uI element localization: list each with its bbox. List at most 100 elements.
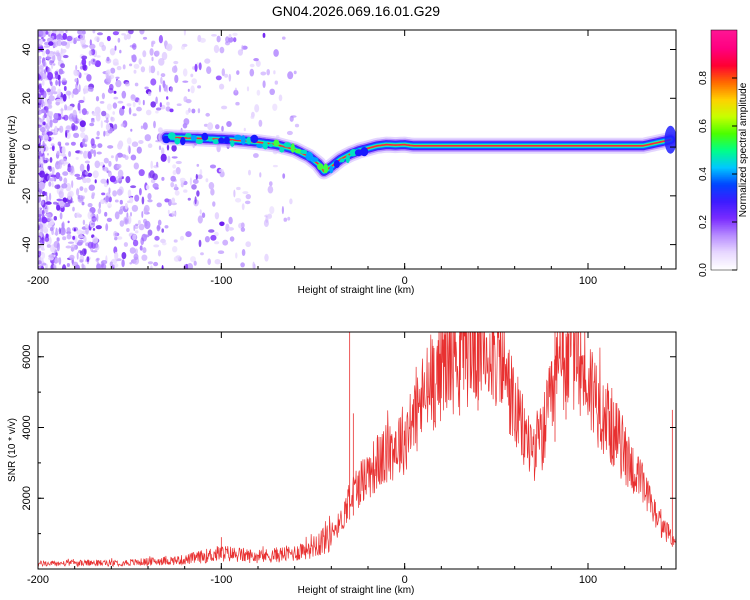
colorbar-cell — [711, 110, 737, 113]
noise-speck — [41, 199, 44, 206]
noise-speck — [153, 261, 159, 267]
noise-speck — [233, 189, 236, 198]
colorbar-cell — [711, 246, 737, 249]
y-tick-label: -20 — [21, 188, 33, 204]
noise-speck — [95, 136, 100, 140]
noise-speck — [198, 239, 202, 248]
colorbar-cell — [711, 88, 737, 91]
y-tick-label: 40 — [21, 43, 33, 55]
ridge-blob — [250, 134, 259, 144]
noise-speck — [263, 219, 269, 227]
noise-speck — [124, 218, 128, 224]
colorbar-cell — [711, 96, 737, 99]
noise-speck — [55, 101, 60, 106]
noise-speck — [274, 80, 278, 85]
noise-speck — [187, 197, 191, 201]
noise-speck — [51, 225, 55, 230]
noise-speck — [215, 75, 222, 81]
noise-speck — [145, 109, 152, 116]
noise-speck — [120, 123, 125, 127]
noise-speck — [87, 241, 94, 249]
noise-speck — [174, 74, 179, 84]
noise-speck — [228, 34, 232, 38]
colorbar-cell — [711, 56, 737, 59]
noise-speck — [282, 173, 286, 179]
noise-speck — [121, 252, 127, 260]
noise-speck — [256, 89, 261, 96]
noise-speck — [129, 196, 134, 204]
noise-speck — [72, 109, 77, 118]
ridge-blob — [273, 139, 280, 147]
noise-speck — [48, 181, 52, 187]
noise-speck — [90, 138, 95, 147]
noise-speck — [185, 231, 192, 238]
noise-speck — [228, 227, 234, 231]
noise-speck — [60, 107, 64, 115]
colorbar-cell — [711, 158, 737, 161]
noise-speck — [53, 51, 56, 55]
noise-speck — [56, 242, 60, 252]
noise-speck — [114, 199, 119, 203]
noise-speck — [41, 248, 45, 251]
noise-speck — [52, 63, 56, 66]
colorbar-cell — [711, 268, 737, 271]
noise-speck — [41, 103, 44, 108]
noise-speck — [65, 30, 68, 34]
noise-speck — [258, 119, 263, 127]
noise-speck — [222, 239, 229, 246]
noise-speck — [134, 224, 139, 230]
noise-speck — [155, 96, 158, 105]
colorbar-cell — [711, 84, 737, 87]
noise-speck — [150, 78, 157, 86]
noise-speck — [69, 254, 75, 260]
noise-speck — [235, 198, 242, 203]
noise-speck — [66, 35, 73, 42]
colorbar-cell — [711, 122, 737, 125]
noise-speck — [246, 86, 250, 92]
noise-speck — [219, 46, 225, 54]
noise-speck — [55, 79, 58, 86]
ridge-blob — [174, 137, 181, 145]
noise-speck — [74, 173, 81, 177]
noise-speck — [79, 259, 84, 263]
noise-speck — [66, 233, 72, 240]
noise-speck — [155, 107, 162, 111]
noise-speck — [87, 211, 93, 220]
noise-speck — [232, 32, 238, 37]
noise-speck — [156, 202, 162, 208]
noise-speck — [87, 172, 93, 177]
noise-speck — [62, 171, 69, 176]
noise-speck — [158, 84, 162, 93]
noise-speck — [61, 221, 65, 230]
noise-speck — [183, 189, 188, 193]
noise-speck — [48, 111, 54, 117]
noise-speck — [43, 121, 46, 126]
noise-speck — [108, 160, 112, 167]
noise-speck — [75, 64, 78, 71]
noise-speck — [211, 34, 217, 37]
noise-speck — [160, 153, 167, 162]
noise-speck — [77, 102, 81, 111]
noise-speck — [183, 30, 186, 36]
noise-speck — [101, 44, 106, 52]
noise-speck — [138, 223, 145, 231]
noise-speck — [118, 209, 124, 215]
noise-speck — [217, 250, 225, 254]
colorbar-cell — [711, 132, 737, 135]
noise-speck — [161, 147, 165, 155]
noise-speck — [166, 43, 173, 52]
noise-speck — [228, 36, 234, 43]
noise-speck — [38, 93, 41, 99]
noise-speck — [94, 160, 101, 169]
colorbar-cell — [711, 252, 737, 255]
noise-speck — [85, 223, 88, 229]
noise-speck — [38, 124, 42, 128]
noise-speck — [81, 108, 87, 116]
noise-speck — [84, 160, 90, 164]
colorbar-tick-label: 0.2 — [698, 215, 709, 229]
colorbar-cell — [711, 236, 737, 239]
noise-speck — [61, 153, 67, 157]
ridge-blob — [294, 148, 302, 154]
noise-speck — [38, 103, 41, 108]
snr-plot-area — [38, 332, 676, 568]
